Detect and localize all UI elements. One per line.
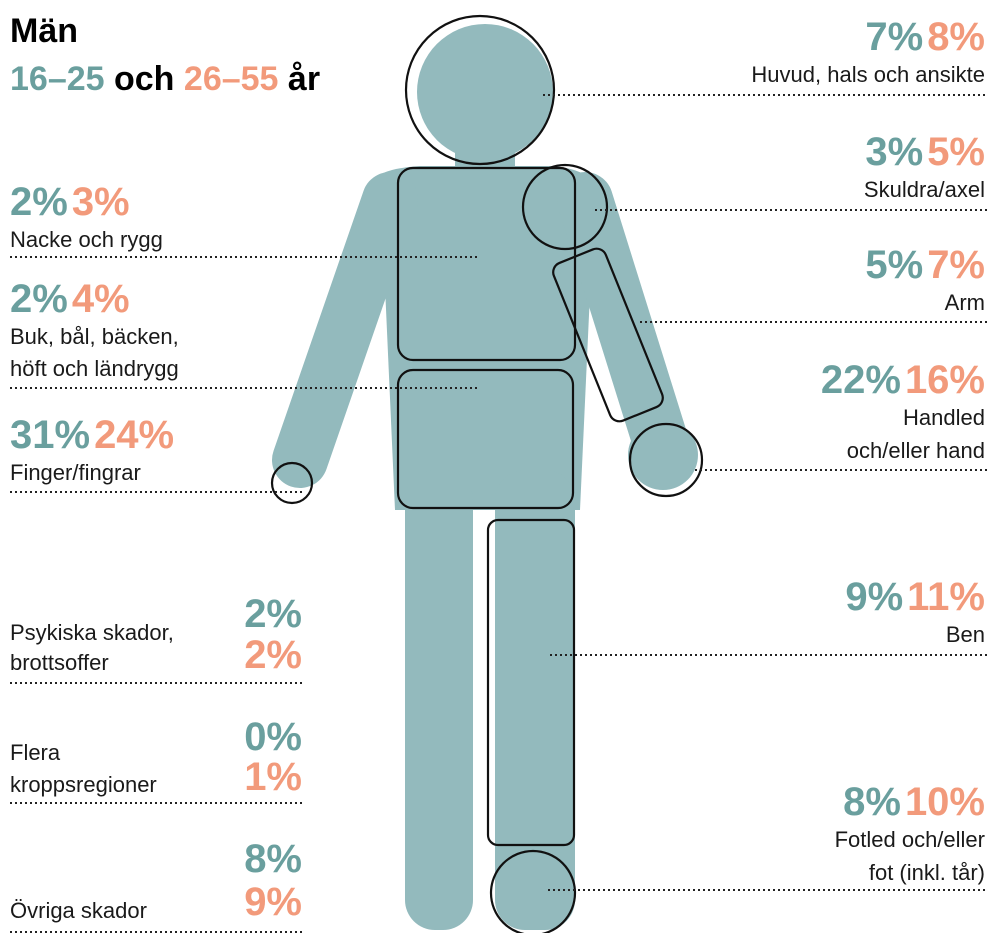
region-label: höft och ländrygg <box>10 356 179 381</box>
region-label: Flera <box>10 740 61 765</box>
percent-young: 31% <box>10 413 90 457</box>
percent-old: 10% <box>905 780 985 824</box>
percent-old: 16% <box>905 358 985 402</box>
percent-young: 2% <box>10 277 68 321</box>
percent-pair: 7%8% <box>865 15 985 59</box>
percent-old: 4% <box>72 277 130 321</box>
percent-pair: 31%24% <box>10 413 174 457</box>
percent-young: 22% <box>821 358 901 402</box>
percent-old: 24% <box>94 413 174 457</box>
percent-old: 9% <box>244 880 302 924</box>
percent-pair: 8%10% <box>843 780 985 824</box>
percent-pair: 5%7% <box>865 243 985 287</box>
percent-young: 0% <box>244 715 302 759</box>
percent-young: 2% <box>10 180 68 224</box>
percent-young: 2% <box>244 592 302 636</box>
percent-old: 2% <box>244 633 302 677</box>
infographic: Män 16–25 och 26–55 år 7%8%Huvud, hals o… <box>0 0 990 933</box>
percent-pair: 9%11% <box>845 575 985 619</box>
region-label: kroppsregioner <box>10 772 157 797</box>
region-label: Övriga skador <box>10 898 147 923</box>
region-label: Finger/fingrar <box>10 460 141 485</box>
and: och <box>114 60 174 98</box>
region-label: Psykiska skador, <box>10 620 174 645</box>
percent-old: 5% <box>927 130 985 174</box>
region-label: Huvud, hals och ansikte <box>751 62 985 87</box>
region-label: Handled <box>903 405 985 430</box>
percent-young: 3% <box>865 130 923 174</box>
percent-young: 5% <box>865 243 923 287</box>
region-label: och/eller hand <box>847 438 985 463</box>
percent-young: 8% <box>843 780 901 824</box>
subtitle: 16–25 och 26–55 år <box>10 60 320 98</box>
percent-pair: 2%3% <box>10 180 130 224</box>
title: Män <box>10 12 78 50</box>
percent-pair: 3%5% <box>865 130 985 174</box>
percent-old: 8% <box>927 15 985 59</box>
region-label: Fotled och/eller <box>835 827 985 852</box>
percent-old: 11% <box>907 575 985 619</box>
percent-young: 8% <box>244 837 302 881</box>
region-label: Nacke och rygg <box>10 227 163 252</box>
page: Män 16–25 och 26–55 år 7%8%Huvud, hals o… <box>0 0 990 933</box>
figure <box>272 16 702 933</box>
percent-old: 1% <box>244 755 302 799</box>
age-young: 16–25 <box>10 60 105 98</box>
region-label: Skuldra/axel <box>864 177 985 202</box>
percent-old: 7% <box>927 243 985 287</box>
age-old: 26–55 <box>184 60 279 98</box>
region-label: fot (inkl. tår) <box>869 860 985 885</box>
percent-pair: 22%16% <box>821 358 985 402</box>
percent-young: 7% <box>865 15 923 59</box>
unit: år <box>288 60 320 98</box>
region-label: Ben <box>946 622 985 647</box>
percent-old: 3% <box>72 180 130 224</box>
region-label: Buk, bål, bäcken, <box>10 324 179 349</box>
region-label: brottsoffer <box>10 650 109 675</box>
percent-pair: 2%4% <box>10 277 130 321</box>
region-label: Arm <box>945 290 985 315</box>
percent-young: 9% <box>845 575 903 619</box>
